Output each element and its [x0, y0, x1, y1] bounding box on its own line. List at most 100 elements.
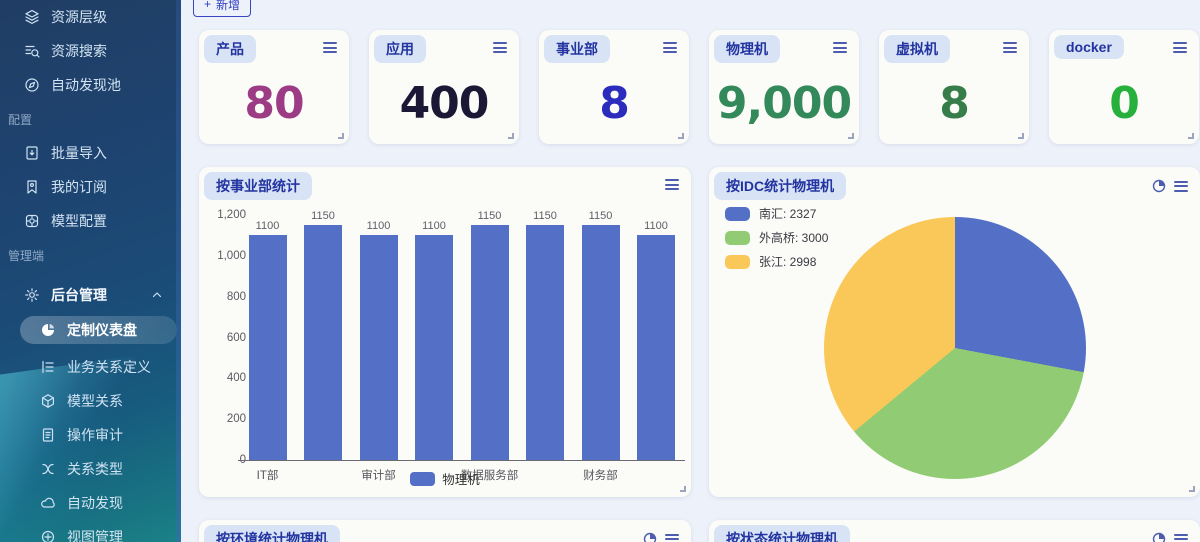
- stat-value: 9,000: [716, 78, 852, 129]
- model-config-icon: [24, 213, 40, 229]
- import-icon: [24, 145, 40, 161]
- card-title: 按事业部统计: [204, 172, 312, 200]
- bar[interactable]: [248, 235, 287, 460]
- legend-swatch: [410, 471, 436, 486]
- x-axis-category-label: 数据服务部: [460, 470, 519, 482]
- resize-handle-icon[interactable]: [678, 133, 684, 139]
- bar-chart-card: 按事业部统计 1,200 1,000 800 600 400 200 0 1100 IT部 11…: [199, 167, 691, 497]
- sidebar-item-label: 操作审计: [67, 427, 123, 443]
- resize-handle-icon[interactable]: [508, 133, 514, 139]
- card-title: docker: [1054, 35, 1124, 59]
- plus-icon: +: [204, 0, 212, 11]
- stat-card-physical-machine[interactable]: 物理机 9,000: [709, 30, 859, 144]
- dashboard-pie-icon: [40, 322, 56, 338]
- stat-value: 400: [399, 78, 490, 129]
- pie-legend-item[interactable]: 南汇: 2327: [725, 205, 828, 222]
- legend-label: 张江: 2998: [759, 255, 817, 269]
- sidebar-item-label: 模型配置: [51, 213, 107, 229]
- dashboard-main: + 新增 产品 80 应用 400 事业部 8 物理机 9,000: [181, 0, 1200, 542]
- menu-icon[interactable]: [493, 42, 507, 53]
- bar[interactable]: [359, 235, 398, 460]
- sidebar-item-model-config[interactable]: 模型配置: [0, 204, 181, 238]
- sidebar-item-custom-dashboard[interactable]: 定制仪表盘: [20, 316, 177, 344]
- sidebar-item-batch-import[interactable]: 批量导入: [0, 136, 181, 170]
- y-axis-tick-label: 600: [226, 331, 246, 344]
- stat-card-virtual-machine[interactable]: 虚拟机 8: [879, 30, 1029, 144]
- stat-card-product[interactable]: 产品 80: [199, 30, 349, 144]
- bar[interactable]: [581, 225, 620, 460]
- sidebar-item-auto-discovery[interactable]: 自动发现: [0, 486, 181, 520]
- bar-chart-plot: 1100 IT部 1150 1100 审计部 1100 1150 数据服务部 1150 1150 财…: [238, 210, 685, 482]
- y-axis-tick-label: 1,000: [217, 249, 246, 262]
- sidebar-item-model-relation[interactable]: 模型关系: [0, 384, 181, 418]
- bar-value-label: 1150: [311, 210, 335, 223]
- stat-card-docker[interactable]: docker 0: [1049, 30, 1199, 144]
- section-label: 管理端: [8, 248, 45, 263]
- sidebar-item-operation-audit[interactable]: 操作审计: [0, 418, 181, 452]
- resize-handle-icon[interactable]: [338, 133, 344, 139]
- stat-card-business-unit[interactable]: 事业部 8: [539, 30, 689, 144]
- sidebar-item-view-management[interactable]: 视图管理: [0, 520, 181, 542]
- bar-value-label: 1100: [366, 220, 391, 233]
- sidebar-item-resource-hierarchy[interactable]: 资源层级: [0, 0, 181, 34]
- resize-handle-icon[interactable]: [1018, 133, 1024, 139]
- sidebar-item-backend-management[interactable]: 后台管理: [0, 278, 181, 312]
- stat-card-application[interactable]: 应用 400: [369, 30, 519, 144]
- menu-icon[interactable]: [1174, 180, 1188, 192]
- menu-icon[interactable]: [665, 533, 679, 542]
- sidebar-item-label: 模型关系: [67, 393, 123, 409]
- menu-icon[interactable]: [1173, 42, 1187, 53]
- bar[interactable]: [470, 225, 509, 460]
- resize-handle-icon[interactable]: [1189, 486, 1195, 492]
- sidebar-item-my-subscriptions[interactable]: 我的订阅: [0, 170, 181, 204]
- x-axis-category-label: IT部: [256, 470, 279, 482]
- bar-chart-y-axis: 1,200 1,000 800 600 400 200 0: [199, 209, 246, 466]
- pie-legend-item[interactable]: 外高桥: 3000: [725, 229, 828, 246]
- menu-icon[interactable]: [833, 42, 847, 53]
- menu-icon[interactable]: [323, 42, 337, 53]
- card-title: 事业部: [544, 35, 610, 63]
- bar[interactable]: [415, 235, 453, 460]
- resize-handle-icon[interactable]: [848, 133, 854, 139]
- sidebar-item-relation-type[interactable]: 关系类型: [0, 452, 181, 486]
- chevron-up-icon[interactable]: [149, 287, 165, 303]
- menu-icon[interactable]: [1174, 533, 1188, 542]
- pie-chart-legend: 南汇: 2327 外高桥: 3000 张江: 2998: [725, 205, 828, 270]
- menu-icon[interactable]: [663, 42, 677, 53]
- bar[interactable]: [526, 225, 564, 460]
- sidebar-item-label: 自动发现池: [51, 77, 121, 93]
- resize-handle-icon[interactable]: [1188, 133, 1194, 139]
- y-axis-tick-label: 1,200: [217, 209, 246, 221]
- bar-chart-legend[interactable]: 物理机: [199, 469, 691, 488]
- legend-label: 南汇: 2327: [759, 207, 817, 221]
- menu-icon[interactable]: [1003, 42, 1017, 53]
- layers-icon: [24, 9, 40, 25]
- pie-chart-type-icon[interactable]: [1152, 532, 1166, 542]
- pie-chart-type-icon[interactable]: [1152, 179, 1166, 193]
- stat-value: 8: [599, 78, 630, 129]
- resize-handle-icon[interactable]: [680, 486, 686, 492]
- pie-chart-card: 按IDC统计物理机 南汇: 2327 外高桥: 3000 张江: 2998: [709, 167, 1200, 497]
- legend-swatch: [725, 230, 750, 245]
- search-icon: [24, 43, 40, 59]
- bar[interactable]: [637, 235, 675, 460]
- sidebar-item-business-relation-definition[interactable]: 业务关系定义: [0, 350, 181, 384]
- card-title: 物理机: [714, 35, 780, 63]
- stat-value: 80: [244, 78, 304, 129]
- pie-legend-item[interactable]: 张江: 2998: [725, 253, 828, 270]
- sidebar-item-label: 业务关系定义: [67, 359, 151, 375]
- add-button[interactable]: + 新增: [193, 0, 252, 17]
- menu-icon[interactable]: [665, 179, 679, 190]
- sidebar-item-auto-discovery-pool[interactable]: 自动发现池: [0, 68, 181, 102]
- relation-def-icon: [40, 359, 56, 375]
- sidebar-item-label: 批量导入: [51, 145, 107, 161]
- sidebar-item-resource-search[interactable]: 资源搜索: [0, 34, 181, 68]
- pie-chart[interactable]: [824, 217, 1086, 479]
- sidebar-item-label: 资源层级: [51, 9, 107, 25]
- bar[interactable]: [304, 225, 342, 460]
- legend-label: 外高桥: 3000: [759, 231, 829, 245]
- gear-icon: [24, 287, 40, 303]
- sidebar-section-admin: 管理端: [0, 238, 181, 272]
- pie-chart-type-icon[interactable]: [643, 532, 657, 542]
- x-axis-category-label: 财务部: [583, 470, 618, 482]
